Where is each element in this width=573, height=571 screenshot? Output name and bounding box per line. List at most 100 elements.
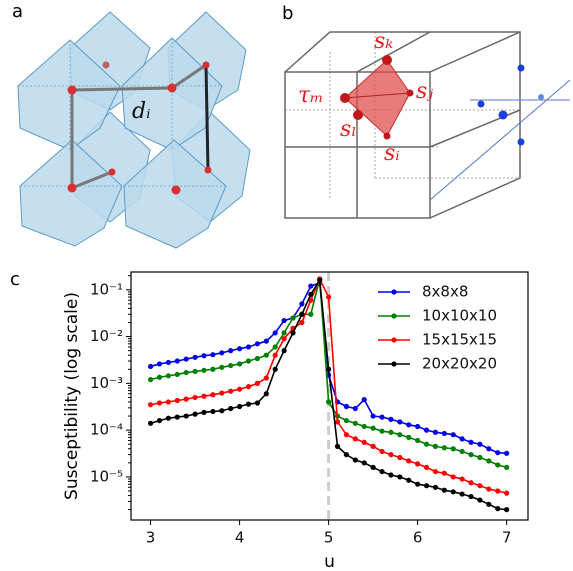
- y-tick-label: 10⁻³: [90, 374, 123, 392]
- data-point: [219, 350, 225, 356]
- data-point: [397, 432, 403, 438]
- data-point: [343, 451, 350, 458]
- data-point: [183, 413, 189, 419]
- data-point: [245, 401, 252, 407]
- data-point: [210, 392, 216, 398]
- data-point: [423, 464, 430, 470]
- data-point: [450, 432, 456, 438]
- data-point: [299, 311, 305, 317]
- data-point: [219, 390, 225, 396]
- data-point: [210, 352, 216, 358]
- data-point: [495, 506, 501, 512]
- data-point: [147, 377, 154, 383]
- data-point: [326, 294, 332, 300]
- data-point: [477, 441, 483, 447]
- data-point: [236, 361, 243, 367]
- data-point: [423, 441, 430, 447]
- data-point: [210, 408, 216, 415]
- data-point: [441, 487, 447, 493]
- data-point: [361, 423, 367, 430]
- data-point: [432, 484, 439, 490]
- data-point: [343, 417, 350, 424]
- data-point: [299, 319, 305, 326]
- data-point: [334, 419, 341, 425]
- data-point: [370, 443, 376, 449]
- site-label: τₘ: [298, 83, 324, 108]
- legend-label: 20x20x20: [422, 355, 497, 373]
- data-point: [192, 394, 198, 401]
- data-point: [245, 384, 252, 390]
- data-point: [254, 380, 260, 386]
- data-point: [468, 439, 474, 445]
- panel-label: b: [282, 3, 293, 24]
- data-point: [459, 436, 465, 442]
- data-point: [308, 311, 314, 317]
- data-point: [254, 355, 260, 362]
- bond-label: dᵢ: [132, 99, 151, 124]
- data-point: [263, 352, 269, 358]
- data-point: [228, 348, 234, 354]
- data-point: [228, 362, 234, 369]
- legend-label: 8x8x8: [422, 283, 468, 301]
- data-point: [361, 439, 367, 445]
- legend-marker: [391, 313, 397, 319]
- data-point: [281, 348, 287, 354]
- legend-marker: [391, 361, 397, 367]
- data-point: [495, 462, 501, 468]
- data-point: [343, 432, 350, 438]
- y-tick-label: 10⁻⁵: [90, 467, 123, 485]
- data-point: [379, 414, 385, 420]
- data-point: [245, 344, 252, 350]
- data-point: [370, 464, 376, 470]
- data-point: [361, 396, 367, 403]
- octahedra-diagram: [17, 11, 251, 249]
- neighbor-sites: [477, 64, 544, 146]
- data-point: [423, 427, 430, 433]
- data-point: [192, 368, 198, 375]
- data-point: [165, 399, 171, 405]
- data-point: [379, 428, 385, 434]
- data-point: [468, 451, 474, 458]
- data-point: [174, 358, 180, 364]
- data-point: [495, 450, 501, 456]
- data-point: [388, 451, 394, 458]
- x-tick-label: 3: [146, 529, 156, 547]
- legend-marker: [391, 289, 397, 295]
- data-point: [370, 425, 376, 431]
- data-point: [254, 341, 260, 347]
- y-tick-label: 10⁻¹: [90, 280, 123, 298]
- data-point: [432, 443, 439, 449]
- data-point: [263, 338, 269, 344]
- data-point: [343, 403, 350, 410]
- data-point: [263, 375, 269, 381]
- data-point: [147, 363, 154, 370]
- data-point: [183, 396, 189, 402]
- data-point: [388, 416, 394, 422]
- data-point: [441, 470, 447, 476]
- data-point: [415, 423, 421, 430]
- data-point: [183, 356, 189, 362]
- data-point: [486, 446, 492, 452]
- data-point: [281, 330, 287, 336]
- plot-frame: [130, 271, 529, 521]
- data-point: [183, 369, 189, 376]
- data-point: [156, 400, 163, 406]
- data-point: [165, 415, 171, 421]
- data-point: [450, 474, 456, 480]
- data-point: [326, 399, 332, 405]
- data-point: [415, 461, 421, 467]
- bonds: [70, 63, 210, 190]
- data-point: [272, 330, 278, 336]
- data-point: [477, 497, 483, 503]
- data-point: [228, 388, 234, 394]
- data-point: [397, 419, 403, 425]
- data-point: [272, 366, 278, 372]
- data-point: [486, 486, 492, 492]
- data-point: [219, 408, 225, 414]
- data-point: [210, 366, 216, 372]
- data-point: [236, 386, 243, 392]
- data-point: [406, 434, 412, 440]
- data-point: [236, 346, 243, 352]
- y-axis-label: Susceptibility (log scale): [62, 292, 82, 500]
